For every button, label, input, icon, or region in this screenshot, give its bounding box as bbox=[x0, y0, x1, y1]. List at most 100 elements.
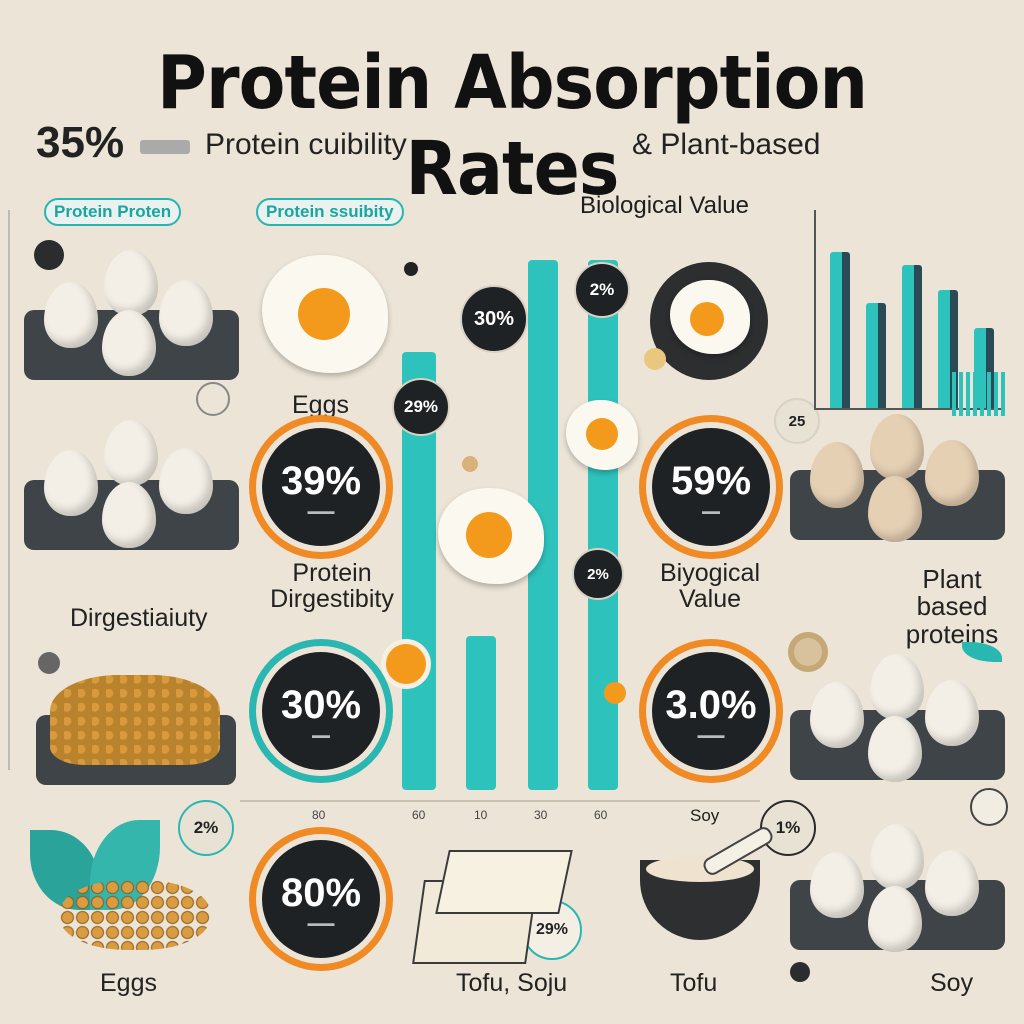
subtitle-left-text: Protein cuibility bbox=[205, 128, 407, 161]
egg-icon bbox=[102, 310, 156, 376]
mini-chart-bar bbox=[866, 303, 886, 408]
badge-2-mid: 2% bbox=[572, 548, 624, 600]
ring-value: 3.0% bbox=[665, 682, 757, 727]
axis-line bbox=[240, 800, 760, 802]
axis-tick: 10 bbox=[474, 808, 488, 822]
egg-icon bbox=[870, 654, 924, 720]
yolk bbox=[586, 418, 618, 450]
decor-icon bbox=[34, 240, 64, 270]
ring-gauge: 30% ▬▬ bbox=[262, 652, 380, 770]
fried-egg-icon bbox=[670, 280, 750, 354]
egg-icon bbox=[159, 448, 213, 514]
egg-tray-4 bbox=[790, 820, 1005, 970]
egg-icon bbox=[159, 280, 213, 346]
badge-1: 1% bbox=[760, 800, 816, 856]
subtitle-divider bbox=[140, 140, 190, 154]
biological-value-heading: Biological Value bbox=[580, 192, 749, 219]
yolk-dot bbox=[604, 682, 626, 704]
pill-protein-ssuibity: Protein ssuibity bbox=[256, 198, 404, 226]
plant-based-label: Plant based proteins bbox=[905, 564, 999, 649]
subtitle-percent: 35% bbox=[36, 118, 125, 167]
lentils-pile bbox=[60, 880, 210, 950]
eggs-bottom-label: Eggs bbox=[100, 969, 157, 997]
mini-chart-bar bbox=[902, 265, 922, 408]
decor-icon bbox=[38, 652, 60, 674]
mini-bars-decor bbox=[952, 372, 1008, 416]
egg-icon bbox=[870, 414, 924, 480]
ring-3-0: 3.0% ▬▬▬ bbox=[652, 652, 770, 770]
fried-egg-icon bbox=[566, 400, 638, 470]
axis-tick: 60 bbox=[412, 808, 426, 822]
egg-icon bbox=[104, 420, 158, 486]
leaf-icon bbox=[962, 642, 1002, 662]
ring-gauge: 3.0% ▬▬▬ bbox=[652, 652, 770, 770]
chart-x-axis bbox=[814, 408, 1004, 410]
yolk bbox=[466, 512, 512, 558]
biological-value-label: Biyogical Value bbox=[659, 559, 761, 614]
teal-bar bbox=[466, 636, 496, 790]
ring-80: 80% ▬▬▬ bbox=[262, 840, 380, 958]
lentil-tray-icon bbox=[36, 655, 236, 795]
decor-icon bbox=[790, 962, 810, 982]
badge-30: 30% bbox=[460, 285, 528, 353]
tofu-label: Tofu bbox=[670, 969, 718, 997]
chart-y-axis bbox=[814, 210, 816, 410]
egg-icon bbox=[925, 440, 979, 506]
ring-subtext: ▬▬▬ bbox=[307, 917, 335, 928]
egg-icon bbox=[870, 824, 924, 890]
ring-subtext: ▬▬ bbox=[312, 729, 330, 740]
yolk-dot bbox=[386, 644, 426, 684]
ring-value: 39% bbox=[280, 458, 362, 503]
fried-egg-icon bbox=[438, 488, 544, 584]
egg-icon bbox=[102, 482, 156, 548]
decor-icon bbox=[196, 382, 230, 416]
ring-subtext: ▬▬ bbox=[702, 505, 720, 516]
ring-value: 80% bbox=[280, 870, 362, 915]
ring-biological-value: 59% ▬▬ bbox=[652, 428, 770, 546]
ring-subtext: ▬▬▬ bbox=[697, 729, 725, 740]
yolk bbox=[298, 288, 350, 340]
axis-tick: 60 bbox=[594, 808, 608, 822]
ring-protein-digestibility: 39% ▬▬▬ bbox=[262, 428, 380, 546]
digestibility-label: Dirgestiaiuty bbox=[70, 604, 208, 632]
egg-icon bbox=[44, 450, 98, 516]
egg-icon bbox=[868, 716, 922, 782]
decor-icon bbox=[788, 632, 828, 672]
axis-tick: 80 bbox=[312, 808, 326, 822]
tofu-block-icon bbox=[435, 850, 573, 914]
egg-icon bbox=[925, 680, 979, 746]
axis-tick: 30 bbox=[534, 808, 548, 822]
decor-icon bbox=[644, 348, 666, 370]
ring-subtext: ▬▬▬ bbox=[307, 505, 335, 516]
ring-30: 30% ▬▬ bbox=[262, 652, 380, 770]
egg-tray-2 bbox=[24, 420, 239, 570]
lentils-pile bbox=[50, 675, 220, 765]
subtitle-right-text: & Plant-based bbox=[632, 128, 821, 161]
egg-icon bbox=[104, 250, 158, 316]
eggs-top-label: Eggs bbox=[292, 391, 349, 419]
decor-icon bbox=[462, 456, 478, 472]
egg-icon bbox=[868, 886, 922, 952]
ring-value: 30% bbox=[280, 682, 362, 727]
brown-egg-tray bbox=[790, 410, 1005, 560]
pill-protein-proten: Protein Proten bbox=[44, 198, 182, 226]
page-title: Protein Absorption Rates bbox=[156, 40, 868, 212]
egg-tray-1 bbox=[24, 240, 239, 400]
ring-gauge: 59% ▬▬ bbox=[652, 428, 770, 546]
egg-icon bbox=[810, 442, 864, 508]
badge-29: 29% bbox=[392, 378, 450, 436]
badge-25: 25 bbox=[774, 398, 820, 444]
soy-label: Soy bbox=[930, 969, 974, 997]
ring-value: 59% bbox=[670, 458, 752, 503]
fried-egg-icon bbox=[262, 255, 388, 373]
ring-gauge: 80% ▬▬▬ bbox=[262, 840, 380, 958]
left-rule bbox=[8, 210, 10, 770]
egg-icon bbox=[868, 476, 922, 542]
ring-gauge: 39% ▬▬▬ bbox=[262, 428, 380, 546]
egg-icon bbox=[810, 852, 864, 918]
soy-axis-label: Soy bbox=[690, 806, 720, 825]
teal-bar bbox=[588, 260, 618, 790]
egg-icon bbox=[44, 282, 98, 348]
decor-icon bbox=[970, 788, 1008, 826]
badge-2-bottom: 2% bbox=[178, 800, 234, 856]
